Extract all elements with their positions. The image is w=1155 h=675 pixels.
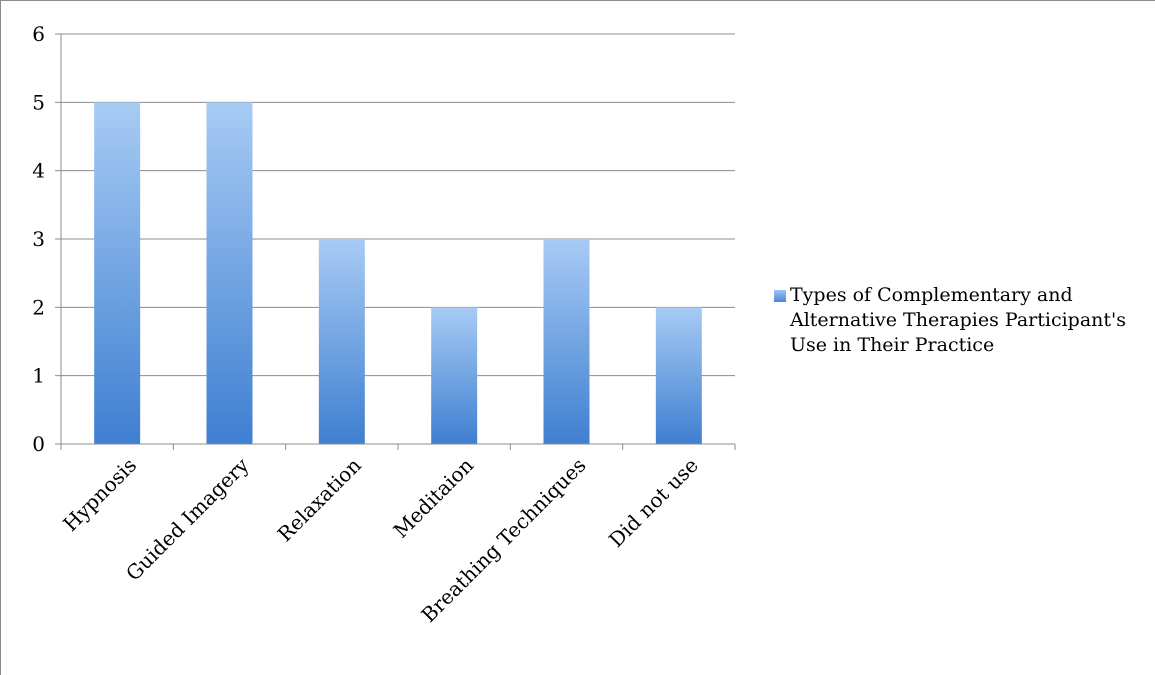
- y-tick-label: 6: [32, 22, 45, 46]
- y-tick-label: 3: [32, 227, 45, 251]
- bar: [206, 102, 253, 444]
- bar: [655, 307, 702, 444]
- legend: Types of Complementary and Alternative T…: [774, 283, 1144, 358]
- bar: [94, 102, 141, 444]
- x-tick-label: Meditaion: [389, 453, 479, 543]
- bar: [431, 307, 478, 444]
- x-tick-label: Hypnosis: [58, 453, 141, 536]
- legend-label: Types of Complementary and Alternative T…: [790, 284, 1126, 356]
- y-tick-label: 1: [32, 364, 45, 388]
- x-tick-label: Relaxation: [273, 453, 366, 546]
- y-tick-label: 0: [32, 432, 45, 456]
- bar: [318, 239, 365, 444]
- y-tick-label: 5: [32, 90, 45, 114]
- x-tick-label: Guided Imagery: [121, 453, 254, 586]
- y-tick-label: 2: [32, 295, 45, 319]
- x-tick-label: Did not use: [604, 453, 703, 552]
- bar: [543, 239, 590, 444]
- y-tick-label: 4: [32, 159, 45, 183]
- legend-swatch: [774, 290, 786, 302]
